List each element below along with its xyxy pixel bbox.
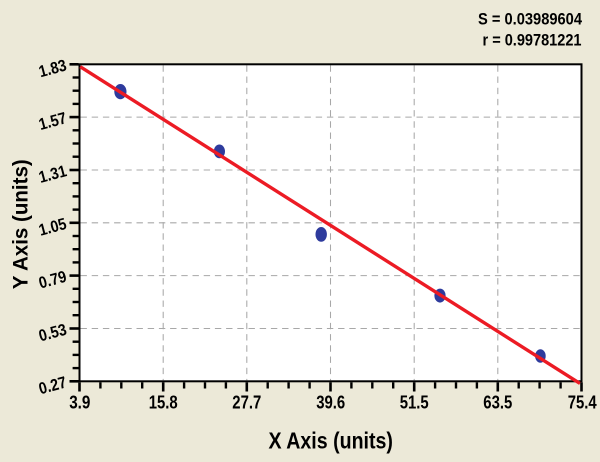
svg-text:27.7: 27.7 — [232, 393, 261, 413]
svg-text:Y Axis (units): Y Axis (units) — [9, 159, 33, 289]
svg-text:3.9: 3.9 — [69, 393, 90, 413]
svg-text:51.5: 51.5 — [400, 393, 429, 413]
svg-text:75.4: 75.4 — [568, 393, 597, 413]
svg-text:r = 0.99781221: r = 0.99781221 — [483, 32, 582, 50]
svg-text:X Axis (units): X Axis (units) — [268, 427, 393, 453]
svg-text:15.8: 15.8 — [149, 393, 178, 413]
svg-text:39.6: 39.6 — [316, 393, 345, 413]
svg-text:63.5: 63.5 — [483, 393, 512, 413]
svg-text:S = 0.03989604: S = 0.03989604 — [478, 11, 582, 29]
